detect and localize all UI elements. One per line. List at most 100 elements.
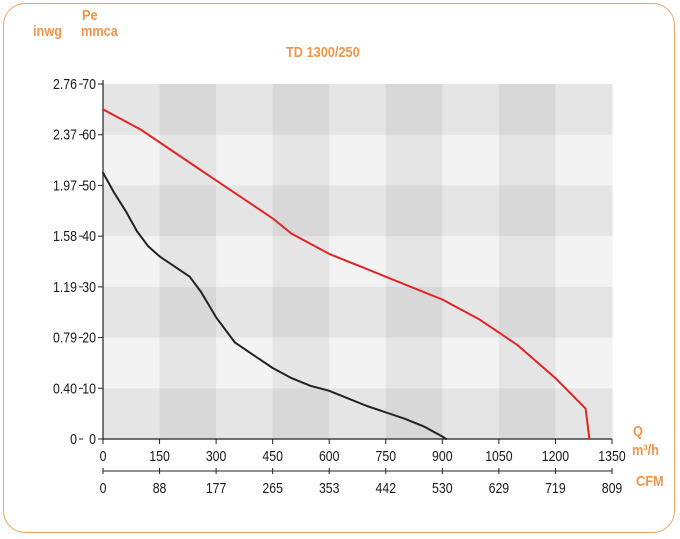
y-unit-inwg-label: inwg xyxy=(33,23,63,40)
x-unit-m3h-label: m³/h xyxy=(632,442,659,459)
grid-cell xyxy=(442,337,500,389)
grid-cell xyxy=(272,337,330,389)
y-tick-label-mmca: 10 xyxy=(82,380,96,396)
y-tick-label-inwg: 0 xyxy=(70,431,77,447)
grid-cell xyxy=(329,134,387,186)
y-tick-label-mmca: 0 xyxy=(89,431,96,447)
x-tick-label-m3h: 750 xyxy=(376,448,397,464)
y-tick-label-mmca: 60 xyxy=(82,127,96,143)
y-tick-label-inwg: 2.37 xyxy=(53,127,77,143)
x-unit-cfm-label: CFM xyxy=(636,473,664,490)
x-tick-label-m3h: 1050 xyxy=(485,448,512,464)
grid-cell xyxy=(385,134,443,186)
grid-cell xyxy=(555,388,613,440)
grid-cell xyxy=(272,236,330,288)
grid-cell xyxy=(103,185,161,237)
grid-cell xyxy=(498,337,556,389)
y-tick-label-inwg: 1.97 xyxy=(53,177,77,193)
grid-cell xyxy=(329,286,387,339)
x-tick-label-cfm: 442 xyxy=(376,480,397,496)
grid-cell xyxy=(216,337,274,389)
y-tick-label-mmca: 30 xyxy=(82,279,96,295)
grid-cell xyxy=(272,134,330,186)
y-tick-label-inwg: 1.19 xyxy=(53,279,77,295)
grid-cell xyxy=(442,236,500,288)
y-tick-label-inwg: 0.40 xyxy=(53,380,77,396)
grid-cell xyxy=(498,286,556,339)
y-unit-top-label: Pe xyxy=(82,7,98,24)
chart-frame xyxy=(3,3,675,533)
x-tick-label-cfm: 719 xyxy=(545,480,566,496)
grid-cell xyxy=(385,84,443,136)
x-tick-label-cfm: 629 xyxy=(489,480,510,496)
y-tick-label-mmca: 40 xyxy=(82,228,96,244)
grid-cell xyxy=(272,185,330,237)
y-tick-label-inwg: 0.79 xyxy=(53,330,77,346)
grid-cell xyxy=(272,84,330,136)
grid-cell xyxy=(555,185,613,237)
x-tick-label-cfm: 353 xyxy=(319,480,340,496)
y-tick-label-mmca: 20 xyxy=(82,330,96,346)
grid-cell xyxy=(385,185,443,237)
grid-cell xyxy=(159,84,217,136)
y-tick-label-mmca: 70 xyxy=(82,76,96,92)
grid-cell xyxy=(442,286,500,339)
grid-cell xyxy=(103,286,161,339)
x-tick-label-m3h: 150 xyxy=(149,448,170,464)
x-tick-label-m3h: 1200 xyxy=(542,448,569,464)
chart-title: TD 1300/250 xyxy=(286,44,360,61)
y-tick-label-inwg: 1.58 xyxy=(53,228,77,244)
x-tick-label-cfm: 809 xyxy=(602,480,623,496)
grid-cell xyxy=(385,286,443,339)
grid-cell xyxy=(159,185,217,237)
x-tick-label-m3h: 1350 xyxy=(598,448,625,464)
x-tick-label-cfm: 530 xyxy=(432,480,453,496)
grid-cell xyxy=(216,134,274,186)
series-line-2 xyxy=(102,171,448,440)
grid-cell xyxy=(555,337,613,389)
x-tick-label-m3h: 300 xyxy=(206,448,227,464)
grid-cell xyxy=(216,388,274,440)
x-tick-label-m3h: 600 xyxy=(319,448,340,464)
grid-cell xyxy=(159,388,217,440)
x-tick-label-cfm: 265 xyxy=(262,480,283,496)
grid-cell xyxy=(103,134,161,186)
x-tick-label-cfm: 88 xyxy=(153,480,167,496)
y-unit-mmca-label: mmca xyxy=(81,23,118,40)
x-tick-label-m3h: 0 xyxy=(100,448,107,464)
grid-cell xyxy=(498,134,556,186)
grid-cell xyxy=(103,388,161,440)
grid-cell xyxy=(272,286,330,339)
grid-cell xyxy=(555,236,613,288)
grid-cell xyxy=(216,84,274,136)
grid-cell xyxy=(329,388,387,440)
grid-cell xyxy=(442,84,500,136)
grid-cell xyxy=(385,236,443,288)
grid-cell xyxy=(498,388,556,440)
x-tick-label-cfm: 0 xyxy=(100,480,107,496)
x-unit-q-label: Q xyxy=(633,423,643,440)
grid-cell xyxy=(329,236,387,288)
series-line-1 xyxy=(102,108,591,440)
grid-cell xyxy=(498,185,556,237)
grid-cell xyxy=(498,84,556,136)
grid-cell xyxy=(159,286,217,339)
grid-cell xyxy=(329,84,387,136)
grid-cell xyxy=(103,84,161,136)
grid-cell xyxy=(385,337,443,389)
grid-cell xyxy=(442,134,500,186)
x-tick-label-m3h: 900 xyxy=(432,448,453,464)
grid-cell xyxy=(555,134,613,186)
y-tick-label-mmca: 50 xyxy=(82,177,96,193)
x-tick-label-cfm: 177 xyxy=(206,480,227,496)
grid-cell xyxy=(272,388,330,440)
x-tick-label-m3h: 450 xyxy=(262,448,283,464)
grid-cell xyxy=(442,388,500,440)
grid-cell xyxy=(555,84,613,136)
grid-cell xyxy=(329,185,387,237)
grid-cell xyxy=(555,286,613,339)
grid-cell xyxy=(216,185,274,237)
y-tick-label-inwg: 2.76 xyxy=(53,76,77,92)
grid-cell xyxy=(103,236,161,288)
